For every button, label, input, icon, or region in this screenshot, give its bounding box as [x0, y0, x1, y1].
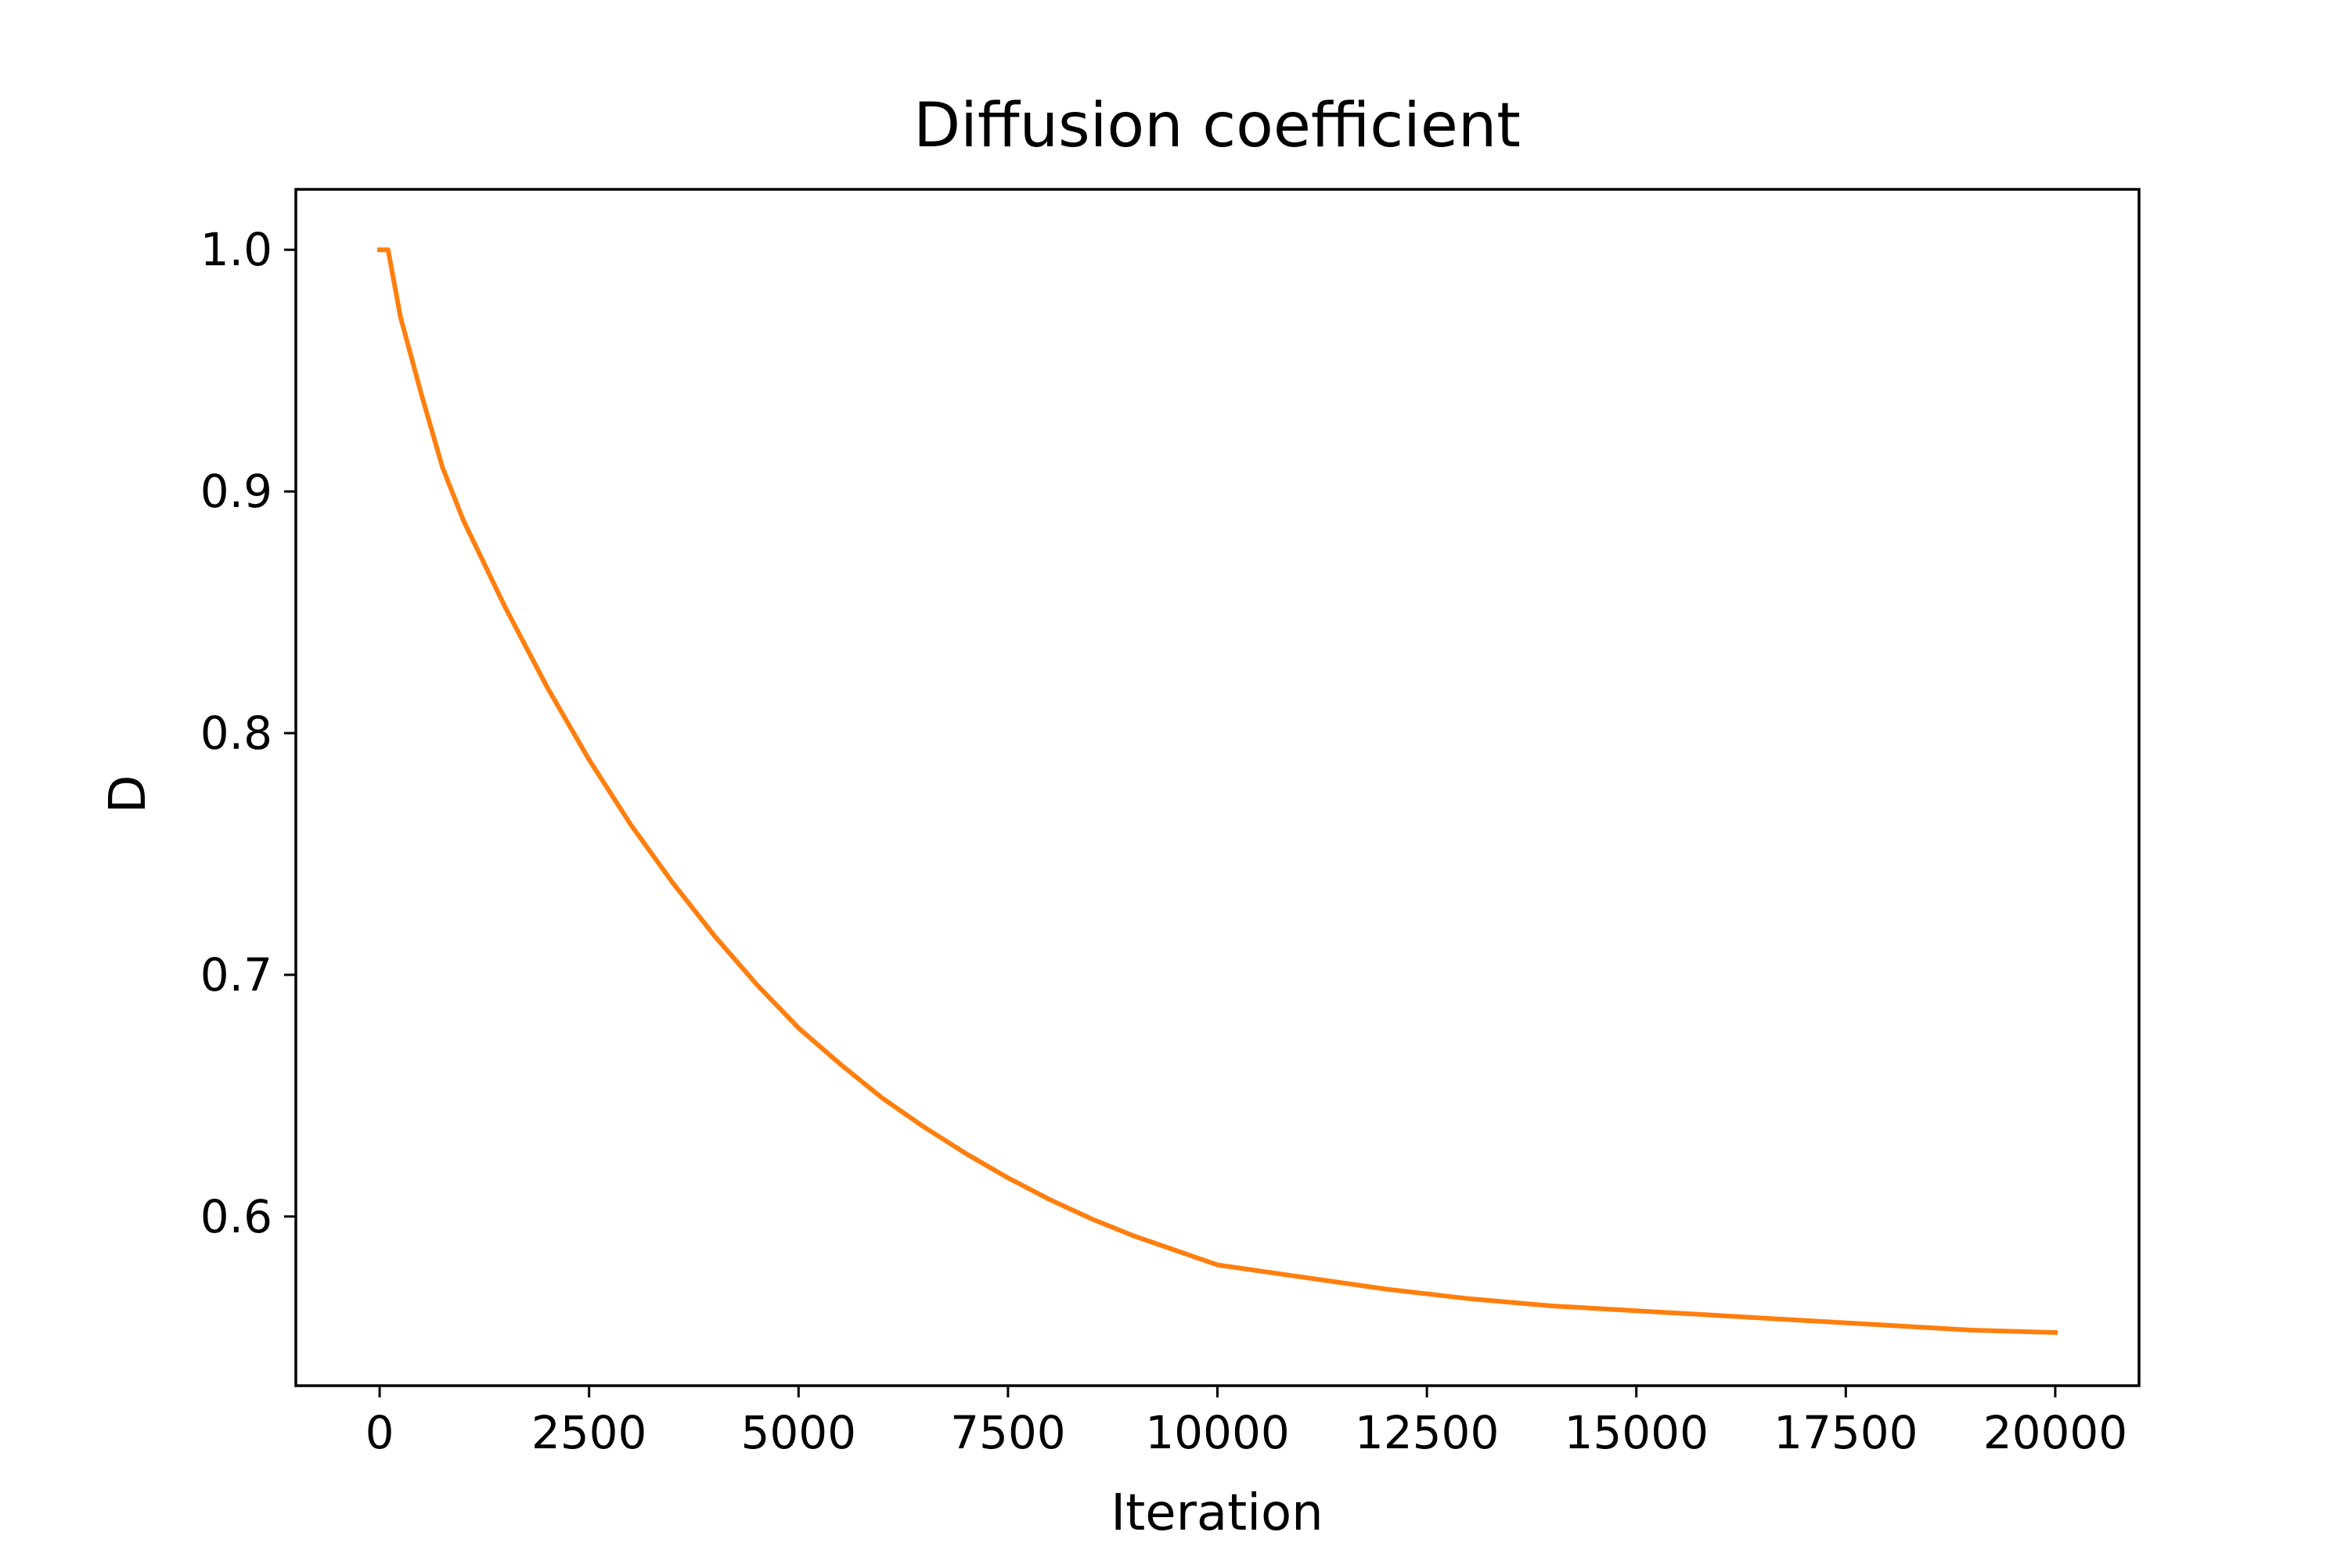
- y-axis-label: D: [99, 775, 157, 813]
- y-tick-label: 0.7: [200, 948, 272, 1002]
- y-tick-label: 0.6: [200, 1190, 272, 1243]
- x-tick-label: 2500: [531, 1406, 647, 1459]
- x-tick-label: 10000: [1145, 1406, 1290, 1459]
- chart-title: Diffusion coefficient: [913, 91, 1521, 161]
- x-tick-label: 17500: [1774, 1406, 1918, 1459]
- y-tick-label: 1.0: [200, 223, 272, 276]
- y-tick-label: 0.9: [200, 465, 272, 518]
- x-tick-label: 15000: [1564, 1406, 1709, 1459]
- x-axis-label: Iteration: [1111, 1484, 1323, 1542]
- plot-area: 0 2500 5000 7500 10000 12500 15000 17500 20000 0.…: [200, 188, 2141, 1459]
- x-tick-label: 20000: [1983, 1406, 2128, 1459]
- x-tick-label: 7500: [950, 1406, 1066, 1459]
- x-tick-label: 5000: [740, 1406, 856, 1459]
- series-line-0: [377, 247, 2058, 1336]
- x-tick-label: 0: [366, 1406, 394, 1459]
- y-tick-label: 0.8: [200, 707, 272, 760]
- x-tick-label: 12500: [1355, 1406, 1500, 1459]
